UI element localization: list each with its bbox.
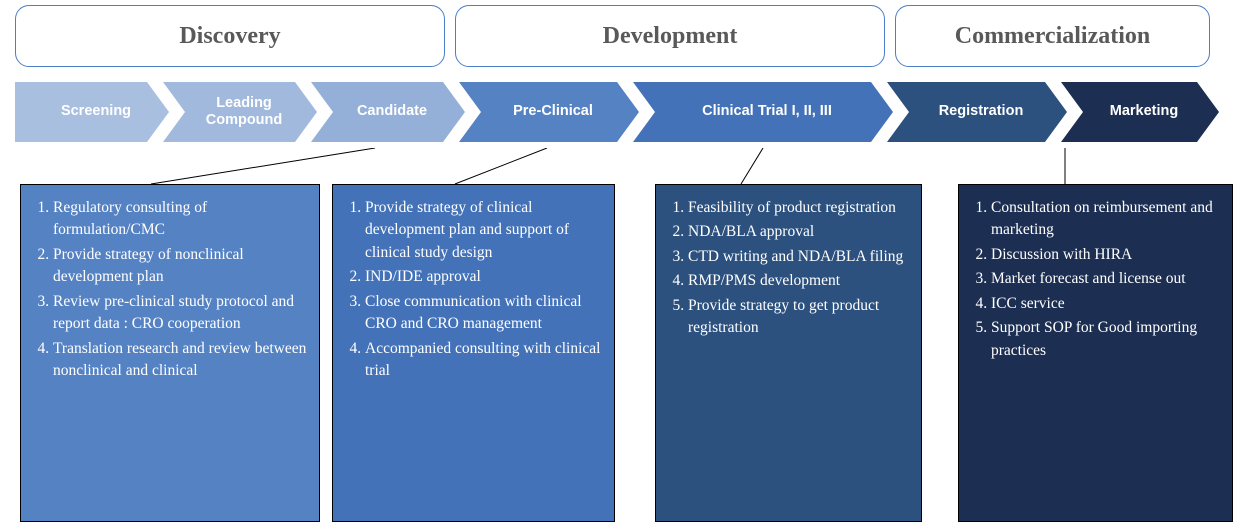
detail-list-item: ICC service bbox=[991, 293, 1222, 315]
detail-list-item: Consultation on reimbursement and market… bbox=[991, 197, 1222, 242]
chevron-stage: Pre-Clinical bbox=[459, 82, 639, 142]
detail-list-item: NDA/BLA approval bbox=[688, 221, 911, 243]
phase-label: Discovery bbox=[179, 23, 280, 50]
detail-list-item: Accompanied consulting with clinical tri… bbox=[365, 338, 604, 383]
detail-list-item: Provide strategy of nonclinical developm… bbox=[53, 244, 309, 289]
detail-list: Regulatory consulting of formulation/CMC… bbox=[35, 197, 309, 383]
detail-list-item: Regulatory consulting of formulation/CMC bbox=[53, 197, 309, 242]
detail-list-item: CTD writing and NDA/BLA filing bbox=[688, 246, 911, 268]
chevron-stage: Screening bbox=[15, 82, 169, 142]
detail-list: Consultation on reimbursement and market… bbox=[973, 197, 1222, 362]
phase-label: Development bbox=[603, 23, 738, 50]
chevron-stage: Clinical Trial I, II, III bbox=[633, 82, 893, 142]
chevron-row: ScreeningLeading CompoundCandidatePre-Cl… bbox=[15, 82, 1220, 142]
detail-list-item: Market forecast and license out bbox=[991, 268, 1222, 290]
detail-list-item: RMP/PMS development bbox=[688, 270, 911, 292]
phase-box-commercialization: Commercialization bbox=[895, 5, 1210, 67]
chevron-stage: Registration bbox=[887, 82, 1067, 142]
detail-list-item: Translation research and review between … bbox=[53, 338, 309, 383]
detail-box: Consultation on reimbursement and market… bbox=[958, 184, 1233, 522]
chevron-label: Registration bbox=[887, 82, 1067, 142]
detail-row: Regulatory consulting of formulation/CMC… bbox=[10, 184, 1215, 522]
chevron-label: Clinical Trial I, II, III bbox=[633, 82, 893, 142]
detail-list-item: Feasibility of product registration bbox=[688, 197, 911, 219]
detail-list: Feasibility of product registrationNDA/B… bbox=[670, 197, 911, 340]
detail-list-item: Discussion with HIRA bbox=[991, 244, 1222, 266]
phase-row: Discovery Development Commercialization bbox=[15, 5, 1220, 67]
detail-box: Feasibility of product registrationNDA/B… bbox=[655, 184, 922, 522]
phase-label: Commercialization bbox=[955, 23, 1151, 50]
chevron-stage: Leading Compound bbox=[163, 82, 317, 142]
chevron-label: Pre-Clinical bbox=[459, 82, 639, 142]
detail-list-item: Provide strategy to get product registra… bbox=[688, 295, 911, 340]
chevron-label: Candidate bbox=[311, 82, 465, 142]
detail-list-item: Provide strategy of clinical development… bbox=[365, 197, 604, 264]
chevron-label: Marketing bbox=[1061, 82, 1219, 142]
detail-box: Regulatory consulting of formulation/CMC… bbox=[20, 184, 320, 522]
detail-list-item: Review pre-clinical study protocol and r… bbox=[53, 291, 309, 336]
chevron-label: Leading Compound bbox=[163, 82, 317, 142]
detail-list-item: Support SOP for Good importing practices bbox=[991, 317, 1222, 362]
chevron-stage: Marketing bbox=[1061, 82, 1219, 142]
detail-box: Provide strategy of clinical development… bbox=[332, 184, 615, 522]
detail-list-item: IND/IDE approval bbox=[365, 266, 604, 288]
phase-box-discovery: Discovery bbox=[15, 5, 445, 67]
phase-box-development: Development bbox=[455, 5, 885, 67]
chevron-label: Screening bbox=[15, 82, 169, 142]
detail-list-item: Close communication with clinical CRO an… bbox=[365, 291, 604, 336]
detail-list: Provide strategy of clinical development… bbox=[347, 197, 604, 383]
connector-lines bbox=[15, 148, 1220, 184]
chevron-stage: Candidate bbox=[311, 82, 465, 142]
